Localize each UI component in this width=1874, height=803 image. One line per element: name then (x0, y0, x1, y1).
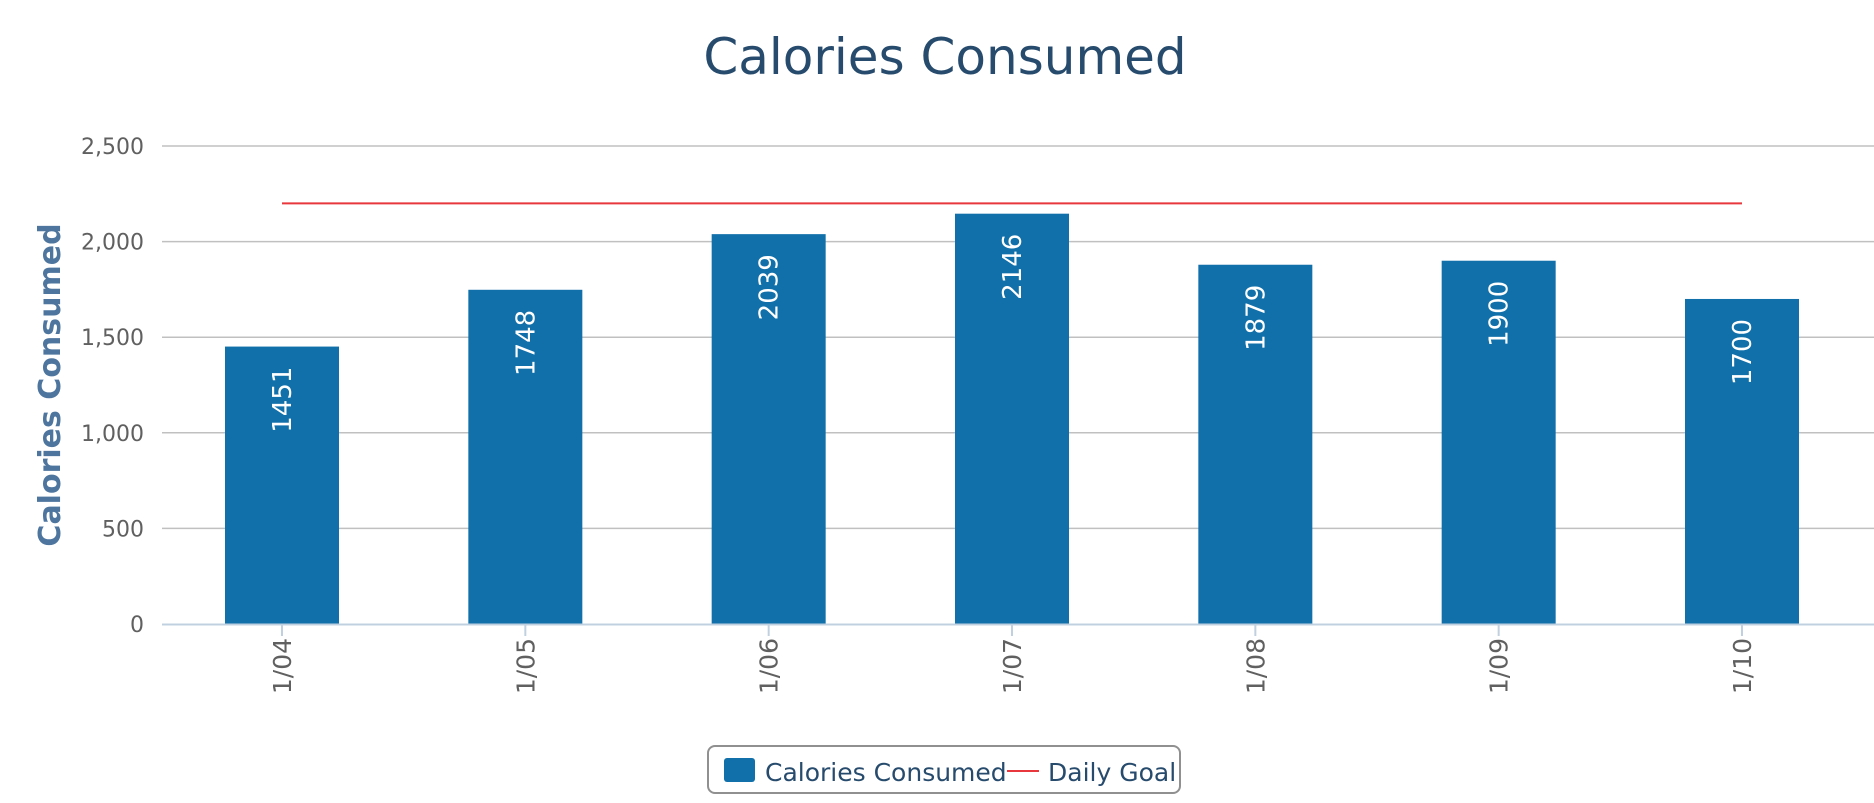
legend-bar-label: Calories Consumed (765, 758, 1007, 787)
bar-value-label: 1700 (1728, 319, 1758, 385)
bar[interactable] (468, 289, 583, 624)
legend-item-bars[interactable]: Calories Consumed (724, 758, 1007, 787)
y-tick-label: 1,000 (81, 422, 144, 447)
bar-value-label: 1879 (1241, 285, 1271, 351)
chart-title: Calories Consumed (703, 28, 1186, 86)
data-labels: 1451 1748 2039 2146 1879 1900 1700 (268, 234, 1758, 433)
bar-value-label: 1451 (268, 367, 298, 433)
bar[interactable] (1685, 298, 1799, 624)
x-tick-label: 1/06 (755, 638, 784, 694)
legend-item-goal[interactable]: Daily Goal (1007, 758, 1176, 787)
bar[interactable] (711, 234, 826, 625)
bar[interactable] (1441, 260, 1556, 624)
bar[interactable] (225, 346, 339, 624)
bar-series (225, 213, 1799, 625)
x-tick-label: 1/08 (1241, 638, 1270, 694)
legend-bar-swatch (724, 758, 755, 782)
bar-value-label: 2039 (755, 254, 785, 320)
x-tick-label: 1/05 (511, 638, 540, 694)
bar-value-label: 1900 (1485, 281, 1515, 347)
y-tick-label: 0 (130, 613, 144, 638)
bar[interactable] (1198, 264, 1313, 624)
bar[interactable] (955, 213, 1069, 624)
x-tick-label: 1/09 (1485, 638, 1514, 694)
y-axis-title: Calories Consumed (33, 223, 68, 546)
legend: Calories Consumed Daily Goal (707, 745, 1181, 794)
x-tick-label: 1/04 (268, 638, 297, 694)
x-tick-label: 1/10 (1728, 638, 1757, 694)
bar-value-label: 2146 (998, 234, 1028, 300)
legend-goal-label: Daily Goal (1048, 758, 1176, 787)
bar-value-label: 1748 (511, 310, 541, 376)
y-tick-label: 2,500 (81, 135, 144, 160)
x-tick-label: 1/07 (998, 638, 1027, 694)
y-tick-label: 1,500 (81, 326, 144, 351)
y-tick-label: 500 (102, 517, 144, 542)
y-tick-label: 2,000 (81, 231, 144, 256)
y-axis-labels: 0 500 1,000 1,500 2,000 2,500 (81, 135, 144, 638)
x-axis: 1/04 1/05 1/06 1/07 1/08 1/09 1/10 (162, 623, 1874, 694)
legend-box (707, 745, 1181, 794)
